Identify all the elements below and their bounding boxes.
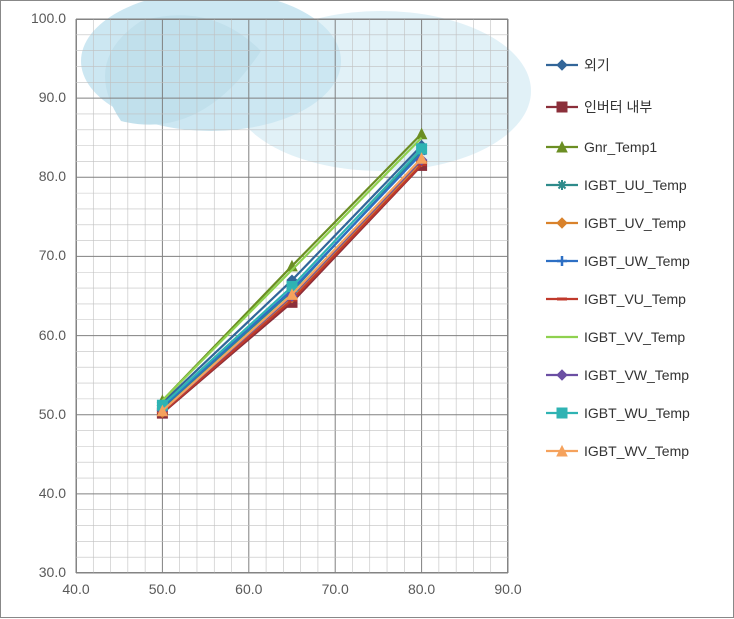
legend-marker-icon	[546, 140, 578, 154]
legend-item: 인버터 내부	[546, 97, 690, 117]
legend-item: IGBT_UV_Temp	[546, 215, 690, 231]
legend-label: IGBT_WV_Temp	[584, 443, 689, 459]
legend-label: 인버터 내부	[584, 97, 652, 117]
legend-item: Gnr_Temp1	[546, 139, 690, 155]
legend-item: IGBT_UW_Temp	[546, 253, 690, 269]
legend-marker-icon	[546, 292, 578, 306]
legend-label: IGBT_VW_Temp	[584, 367, 689, 383]
legend-marker-icon	[546, 406, 578, 420]
legend-item: IGBT_WV_Temp	[546, 443, 690, 459]
legend-item: 외기	[546, 55, 690, 75]
legend-marker-icon	[546, 368, 578, 382]
legend-label: IGBT_WU_Temp	[584, 405, 690, 421]
legend-marker-icon	[546, 444, 578, 458]
legend-label: IGBT_VV_Temp	[584, 329, 685, 345]
legend-marker-icon	[546, 100, 578, 114]
legend-item: IGBT_VW_Temp	[546, 367, 690, 383]
legend-marker-icon	[546, 178, 578, 192]
legend-label: IGBT_UV_Temp	[584, 215, 686, 231]
legend-marker-icon	[546, 58, 578, 72]
legend-label: Gnr_Temp1	[584, 139, 657, 155]
legend-marker-icon	[546, 330, 578, 344]
legend-item: IGBT_UU_Temp	[546, 177, 690, 193]
legend-label: IGBT_UU_Temp	[584, 177, 687, 193]
legend-item: IGBT_WU_Temp	[546, 405, 690, 421]
legend-label: IGBT_UW_Temp	[584, 253, 690, 269]
legend-marker-icon	[546, 216, 578, 230]
legend-label: 외기	[584, 55, 610, 75]
chart-legend: 외기 인버터 내부 Gnr_Temp1	[546, 55, 690, 481]
legend-item: IGBT_VV_Temp	[546, 329, 690, 345]
legend-label: IGBT_VU_Temp	[584, 291, 686, 307]
chart-container: 30.040.050.060.070.080.090.0100.040.050.…	[0, 0, 734, 618]
legend-item: IGBT_VU_Temp	[546, 291, 690, 307]
legend-marker-icon	[546, 254, 578, 268]
